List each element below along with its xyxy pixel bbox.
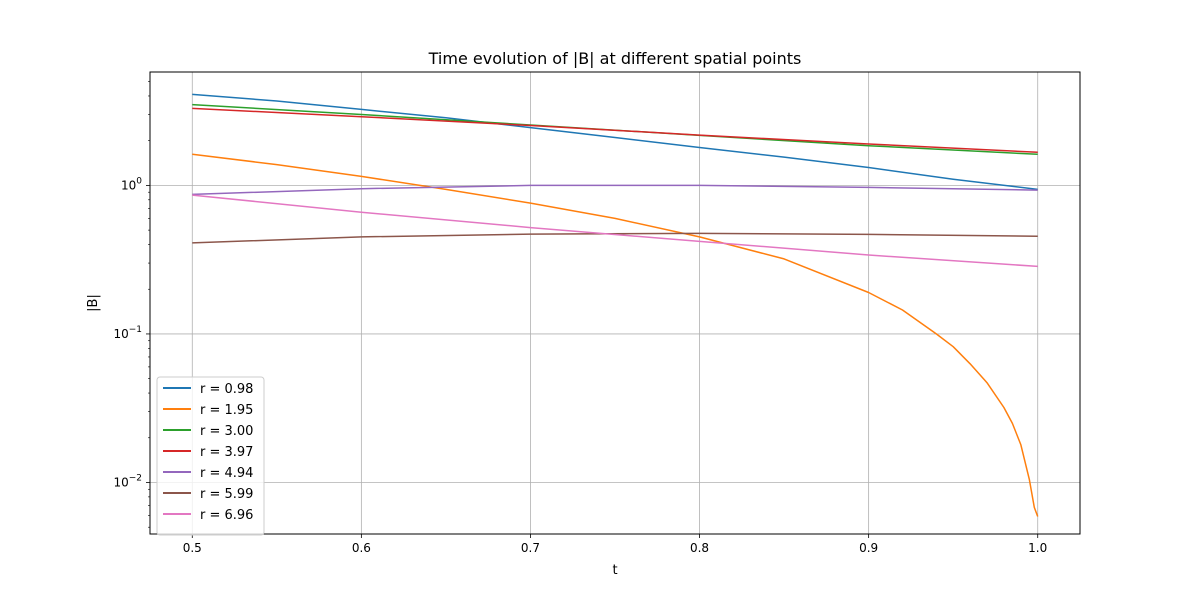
legend-label: r = 6.96	[200, 508, 253, 523]
legend-label: r = 0.98	[200, 382, 253, 397]
series-line	[192, 153, 1039, 517]
chart-title: Time evolution of |B| at different spati…	[428, 49, 802, 68]
x-tick-label: 0.7	[521, 541, 540, 555]
y-axis-label: |B|	[86, 294, 101, 312]
legend: r = 0.98 r = 1.95 r = 3.00 r = 3.97 r = 4.94…	[156, 376, 265, 536]
x-tick-label: 0.6	[352, 541, 371, 555]
x-tick-label: 0.5	[183, 541, 202, 555]
y-tick-label: 10−1	[113, 325, 142, 341]
legend-label: r = 5.99	[200, 487, 253, 502]
ticks-layer: 0.5 0.6 0.7 0.8 0.9 1.0 10−2 10−1 100	[113, 81, 1047, 555]
series-layer	[192, 93, 1039, 517]
y-tick-label: 10−2	[113, 473, 142, 489]
x-axis-label: t	[612, 563, 617, 578]
grid-layer	[150, 72, 1080, 534]
x-tick-label: 1.0	[1028, 541, 1047, 555]
series-line	[192, 184, 1038, 196]
series-line	[192, 93, 1038, 191]
legend-label: r = 3.97	[200, 445, 253, 460]
legend-label: r = 3.00	[200, 424, 253, 439]
legend-box	[156, 376, 265, 536]
plot-frame	[149, 71, 1081, 535]
series-line	[192, 103, 1038, 156]
series-line	[192, 107, 1038, 154]
x-tick-label: 0.8	[690, 541, 709, 555]
y-tick-label: 100	[121, 176, 142, 192]
x-tick-label: 0.9	[859, 541, 878, 555]
series-line	[192, 194, 1038, 268]
legend-label: r = 1.95	[200, 403, 253, 418]
legend-label: r = 4.94	[200, 466, 253, 481]
